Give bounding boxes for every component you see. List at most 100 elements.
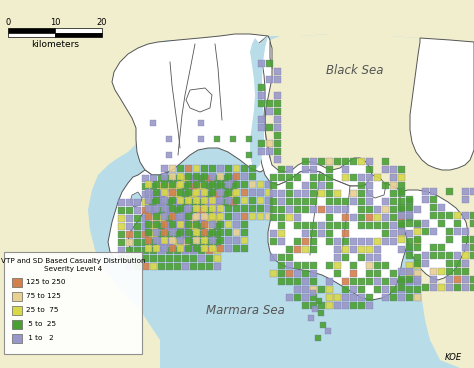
Bar (198, 215, 205, 222)
Bar (174, 231, 181, 238)
Bar (406, 198, 413, 205)
Bar (278, 174, 285, 181)
Bar (358, 198, 365, 205)
Bar (382, 238, 389, 245)
Bar (206, 239, 213, 246)
Bar (334, 206, 341, 213)
Bar (161, 221, 168, 228)
Bar (438, 204, 445, 211)
Bar (206, 191, 213, 198)
Bar (342, 302, 349, 309)
Bar (134, 255, 141, 262)
Bar (190, 175, 197, 182)
Bar (206, 255, 213, 262)
Bar (358, 190, 365, 197)
Text: 5 to  25: 5 to 25 (26, 322, 56, 328)
Bar (158, 207, 165, 214)
Bar (174, 175, 181, 182)
Bar (174, 223, 181, 230)
Bar (225, 165, 232, 172)
Bar (318, 158, 325, 165)
Bar (201, 237, 208, 244)
Bar (209, 173, 216, 180)
Bar (225, 189, 232, 196)
Bar (225, 221, 232, 228)
Bar (266, 140, 273, 147)
Bar (342, 174, 349, 181)
Bar (310, 262, 317, 269)
Bar (390, 190, 397, 197)
Bar (390, 166, 397, 173)
Bar (366, 302, 373, 309)
Polygon shape (235, 0, 474, 42)
Bar (366, 222, 373, 229)
Bar (257, 205, 264, 212)
Bar (198, 223, 205, 230)
Bar (382, 230, 389, 237)
Bar (134, 231, 141, 238)
Bar (270, 182, 277, 189)
Bar (446, 228, 453, 235)
Bar (8, 28, 55, 33)
Bar (201, 173, 208, 180)
Bar (185, 237, 192, 244)
Bar (366, 198, 373, 205)
Bar (278, 238, 285, 245)
Bar (366, 238, 373, 245)
Bar (366, 214, 373, 221)
Bar (406, 276, 413, 283)
Bar (274, 140, 281, 147)
Bar (182, 191, 189, 198)
Bar (390, 286, 397, 293)
Bar (222, 191, 229, 198)
Bar (225, 197, 232, 204)
Bar (398, 174, 405, 181)
Bar (193, 205, 200, 212)
Bar (406, 286, 413, 293)
Bar (169, 245, 176, 252)
Bar (142, 199, 149, 206)
Bar (126, 223, 133, 230)
Bar (454, 284, 461, 291)
Bar (374, 278, 381, 285)
Bar (334, 238, 341, 245)
Bar (278, 206, 285, 213)
Bar (265, 197, 272, 204)
Bar (161, 245, 168, 252)
Bar (201, 221, 208, 228)
Bar (258, 148, 265, 155)
Bar (185, 229, 192, 236)
Bar (302, 278, 309, 285)
Bar (150, 239, 157, 246)
Bar (217, 213, 224, 220)
Bar (169, 197, 176, 204)
Bar (446, 212, 453, 219)
Bar (158, 239, 165, 246)
Bar (302, 238, 309, 245)
Bar (470, 244, 474, 251)
Bar (190, 207, 197, 214)
Bar (406, 204, 413, 211)
Bar (206, 223, 213, 230)
Bar (286, 190, 293, 197)
Bar (201, 181, 208, 188)
Bar (12, 334, 22, 343)
Bar (150, 120, 156, 126)
Bar (446, 268, 453, 275)
Bar (190, 199, 197, 206)
Bar (214, 223, 221, 230)
Bar (414, 276, 421, 283)
Bar (257, 189, 264, 196)
Bar (422, 260, 429, 267)
Bar (222, 183, 229, 190)
Bar (342, 198, 349, 205)
Bar (177, 213, 184, 220)
Bar (233, 197, 240, 204)
Bar (462, 188, 469, 195)
Bar (201, 205, 208, 212)
Bar (145, 237, 152, 244)
Bar (166, 239, 173, 246)
Bar (214, 136, 220, 142)
Bar (342, 214, 349, 221)
Bar (158, 175, 165, 182)
